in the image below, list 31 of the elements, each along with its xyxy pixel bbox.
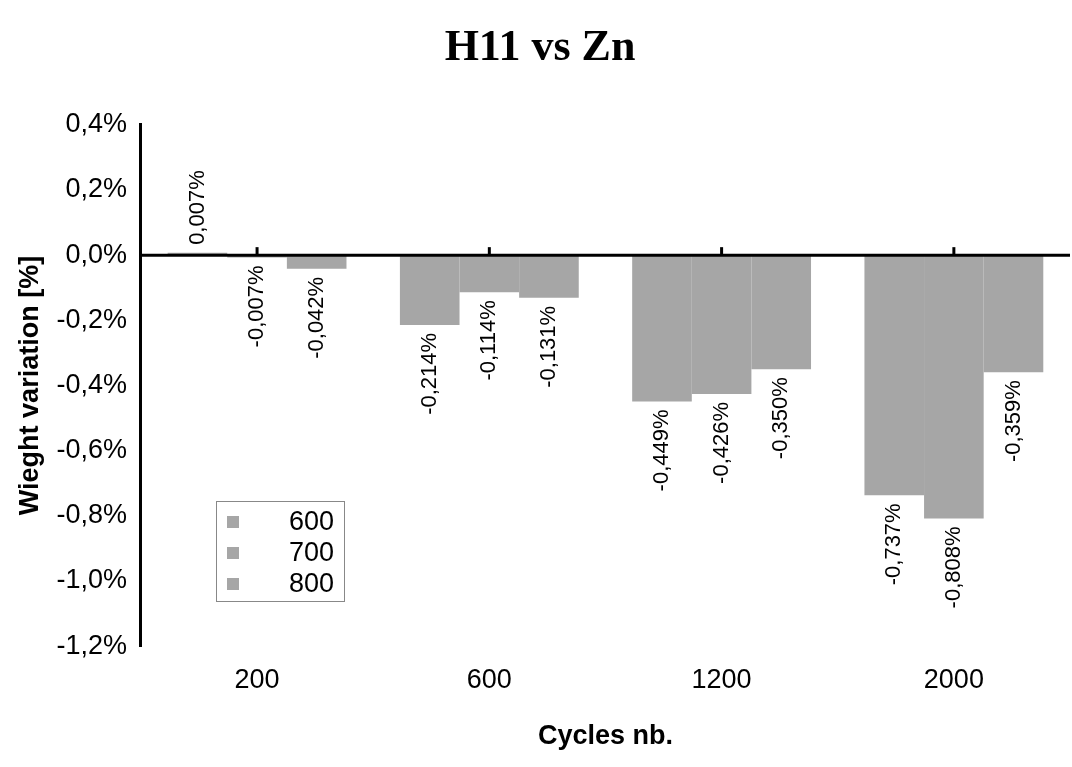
data-label: -0,449% — [648, 409, 674, 492]
chart-title: H11 vs Zn — [444, 20, 636, 70]
y-tick-label: -0,2% — [56, 303, 127, 334]
y-tick-label: -1,2% — [56, 629, 127, 660]
x-axis-title: Cycles nb. — [537, 720, 673, 751]
data-label: -0,131% — [535, 305, 561, 388]
legend-label: 700 — [288, 537, 334, 569]
y-tick-label: 0,0% — [65, 238, 127, 269]
y-tick-label: -1,0% — [56, 564, 127, 595]
x-tick-label: 2000 — [923, 663, 984, 694]
data-label: -0,214% — [415, 332, 441, 415]
data-label: -0,042% — [302, 276, 328, 359]
x-tick-label: 200 — [234, 663, 280, 694]
legend-label: 800 — [288, 568, 334, 600]
data-label: -0,426% — [707, 401, 733, 484]
legend-label: 600 — [288, 506, 334, 538]
data-label: -0,808% — [939, 526, 965, 609]
data-label: -0,737% — [880, 503, 906, 586]
y-tick-label: 0,4% — [65, 108, 127, 139]
y-tick-label: -0,6% — [56, 434, 127, 465]
y-tick-label: 0,2% — [65, 173, 127, 204]
y-axis-title: Wieght variation [%] — [13, 255, 44, 516]
data-label: -0,007% — [243, 265, 269, 348]
y-tick-label: -0,8% — [56, 499, 127, 530]
x-tick-label: 1200 — [691, 663, 752, 694]
y-tick-label: -0,4% — [56, 368, 127, 399]
data-label: -0,359% — [999, 380, 1025, 463]
data-label: -0,350% — [767, 377, 793, 460]
data-label: 0,007% — [183, 170, 209, 245]
x-tick-label: 600 — [466, 663, 512, 694]
data-label: -0,114% — [475, 300, 501, 381]
